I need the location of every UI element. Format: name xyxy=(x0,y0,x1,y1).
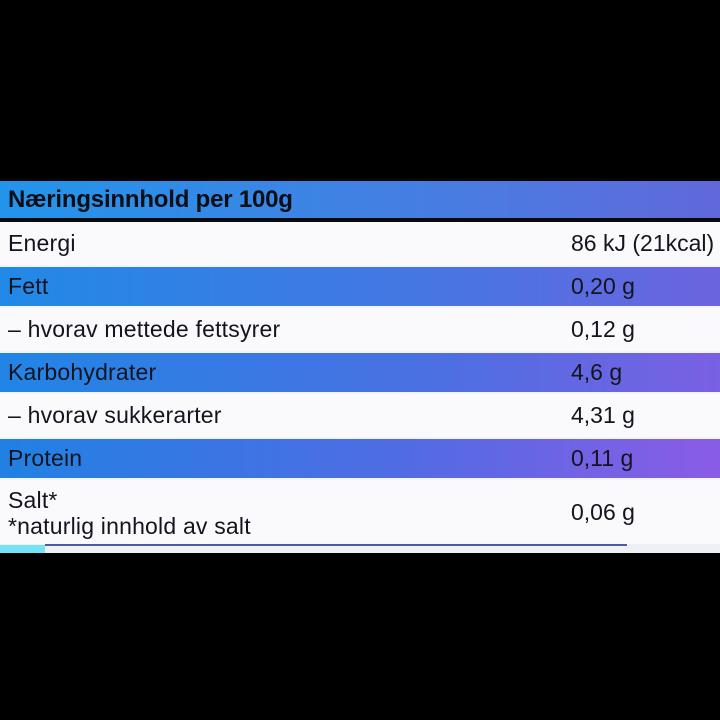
salt-footnote: *naturlig innhold av salt xyxy=(8,513,251,539)
row-karbohydrater: Karbohydrater 4,6 g xyxy=(0,351,720,394)
row-sukkerarter: – hvorav sukkerarter 4,31 g xyxy=(0,394,720,437)
nutrient-label: Protein xyxy=(8,445,83,471)
nutrient-label: Fett xyxy=(8,273,49,299)
nutrient-label: – hvorav mettede fettsyrer xyxy=(8,316,281,342)
nutrient-value: 0,20 g xyxy=(571,273,635,299)
nutrition-table: Næringsinnhold per 100g Energi 86 kJ (21… xyxy=(0,178,720,553)
table-bottom-strip xyxy=(0,544,720,553)
row-mettede-fettsyrer: – hvorav mettede fettsyrer 0,12 g xyxy=(0,308,720,351)
divider-line xyxy=(45,544,627,546)
cyan-accent-block xyxy=(0,545,45,553)
table-header-row: Næringsinnhold per 100g xyxy=(0,178,720,222)
nutrient-value: 0,12 g xyxy=(571,316,635,342)
nutrient-value: 4,6 g xyxy=(571,359,623,385)
salt-label: Salt* xyxy=(8,486,58,513)
nutrient-value: 0,06 g xyxy=(571,498,635,525)
nutrient-label: Energi xyxy=(8,230,76,256)
table-title: Næringsinnhold per 100g xyxy=(8,185,293,213)
row-fett: Fett 0,20 g xyxy=(0,265,720,308)
nutrient-value: 86 kJ (21kcal) xyxy=(571,230,715,256)
nutrient-value: 4,31 g xyxy=(571,402,635,428)
row-energi: Energi 86 kJ (21kcal) xyxy=(0,222,720,265)
row-protein: Protein 0,11 g xyxy=(0,437,720,480)
row-salt: Salt* *naturlig innhold av salt 0,06 g xyxy=(0,480,720,544)
nutrient-label: – hvorav sukkerarter xyxy=(8,402,222,428)
nutrient-label: Karbohydrater xyxy=(8,359,157,385)
nutrient-value: 0,11 g xyxy=(571,445,634,471)
nutrient-label: Salt* *naturlig innhold av salt xyxy=(0,485,571,540)
